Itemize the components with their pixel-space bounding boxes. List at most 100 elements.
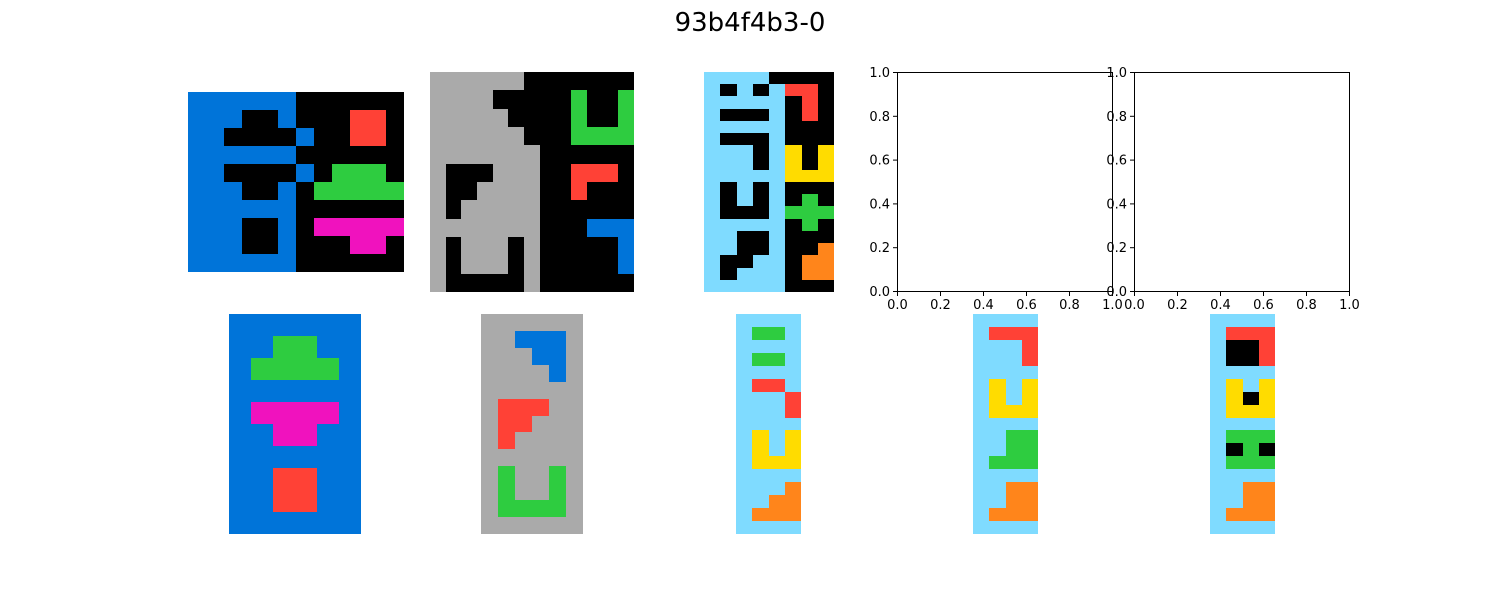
grid-cell [430,200,446,219]
grid-cell [1005,430,1022,444]
grid-cell [539,255,556,274]
grid-cell [368,128,386,146]
grid-cell [481,517,498,534]
grid-cell [566,432,583,450]
grid-cell [1258,456,1275,470]
grid-cell [1021,521,1038,534]
grid-cell [498,330,515,348]
grid-cell [555,255,572,274]
grid-cell [461,145,478,164]
grid-cell [515,364,532,382]
grid-cell [295,402,317,424]
grid-test-input [973,314,1038,534]
grid-cell [704,145,721,158]
grid-cell [492,218,509,237]
grid-cell [273,468,295,490]
grid-cell [332,146,350,164]
grid-cell [492,90,509,109]
grid-cell [1226,365,1243,379]
grid-cell [602,145,619,164]
grid-cell [295,380,317,402]
grid-cell [188,200,206,218]
grid-cell [1005,352,1022,366]
grid-cell [785,157,802,170]
grid-cell [817,120,834,134]
grid-cell [498,449,515,467]
grid-cell [768,417,785,431]
grid-cell [785,255,802,268]
grid-cell [332,182,350,200]
grid-cell [350,182,368,200]
grid-cell [752,255,769,268]
grid-cell [1005,508,1022,522]
grid-cell [477,255,493,274]
grid-cell [801,84,818,97]
grid-cell [618,163,634,182]
grid-cell [752,72,769,85]
grid-cell [206,128,224,146]
grid-cell [1226,495,1243,509]
grid-cell [273,402,295,424]
grid-cell [618,108,634,127]
grid-cell [571,163,587,182]
grid-cell [339,490,361,512]
grid-cell [206,146,224,164]
grid-cell [278,110,296,128]
grid-cell [801,169,818,182]
grid-cell [339,468,361,490]
grid-cell [549,347,566,365]
grid-cell [492,237,509,256]
grid-cell [752,430,769,444]
grid-cell [317,402,339,424]
grid-cell [768,521,785,534]
grid-cell [314,164,332,182]
grid-cell [602,237,619,256]
grid-cell [704,108,721,121]
grid-cell [768,443,785,457]
grid-cell [1242,521,1259,534]
grid-cell [386,110,404,128]
grid-cell [785,133,802,146]
grid-cell [736,443,753,457]
grid-train3-output [736,314,801,534]
grid-cell [368,110,386,128]
grid-cell [508,273,525,292]
grid-cell [295,490,317,512]
grid-cell [508,163,525,182]
grid-cell [801,120,818,134]
y-tick-label: 0.6 [1106,154,1127,169]
grid-cell [206,92,224,110]
grid-cell [586,108,603,127]
grid-cell [555,127,572,146]
grid-cell [736,243,753,256]
grid-cell [785,182,802,195]
grid-cell [295,358,317,380]
grid-cell [571,90,587,109]
grid-cell [515,347,532,365]
grid-cell [785,72,802,85]
grid-cell [1210,469,1227,483]
grid-cell [1005,521,1022,534]
grid-cell [1021,326,1038,340]
grid-cell [602,182,619,201]
grid-cell [251,402,273,424]
grid-cell [242,236,260,254]
grid-cell [768,314,785,327]
grid-cell [515,466,532,484]
grid-cell [784,469,801,483]
grid-cell [1226,417,1243,431]
grid-cell [1005,326,1022,340]
grid-cell [704,218,721,231]
grid-cell [1242,469,1259,483]
grid-cell [704,230,721,244]
grid-cell [515,330,532,348]
grid-cell [508,255,525,274]
grid-cell [571,237,587,256]
grid-cell [736,145,753,158]
grid-cell [973,456,990,470]
grid-cell [1242,508,1259,522]
grid-cell [769,243,786,256]
grid-cell [720,157,737,170]
grid-cell [1226,521,1243,534]
grid-cell [720,72,737,85]
